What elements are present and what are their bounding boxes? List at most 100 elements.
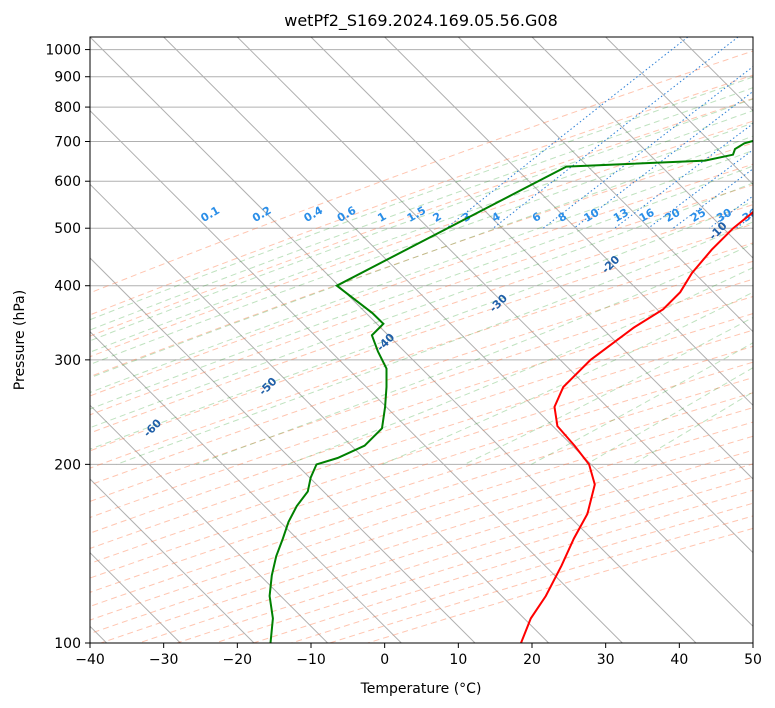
dry-adiabat-line (90, 260, 753, 486)
isotherm-label: -50 (256, 375, 279, 398)
moist-adiabat-line (90, 110, 753, 353)
x-tick-label: 30 (597, 652, 615, 668)
x-axis-label: Temperature (°C) (360, 681, 482, 697)
isotherm-line (163, 37, 753, 628)
mixing-ratio-label: 2 (431, 210, 444, 225)
dry-adiabat-line (90, 50, 753, 294)
chart-title: wetPf2_S169.2024.169.05.56.G08 (284, 11, 558, 31)
x-tick-label: −10 (296, 652, 326, 668)
moist-adiabat-line (90, 122, 753, 366)
dry-adiabat-line (90, 313, 753, 534)
mixing-ratio-label: 13 (611, 206, 631, 225)
isotherm-line (90, 37, 697, 643)
isotherm-label: -10 (706, 219, 729, 242)
y-tick-label: 900 (54, 70, 81, 86)
y-tick-label: 300 (54, 353, 81, 369)
isotherm-line (90, 183, 550, 643)
dewpoint-profile-line (268, 139, 753, 643)
dry-adiabat-line (90, 407, 753, 621)
moist-adiabat-line (632, 391, 753, 465)
moist-adiabat-line (464, 316, 753, 465)
background-lines (90, 37, 753, 643)
x-tick-label: 20 (523, 652, 541, 668)
isotherm-line (752, 37, 753, 38)
y-tick-label: 100 (54, 636, 81, 652)
mixing-ratio-label: 1 (375, 210, 388, 225)
y-axis-label: Pressure (hPa) (12, 290, 28, 390)
dry-adiabat-line (90, 204, 753, 434)
dry-adiabat-line (367, 527, 753, 643)
y-tick-label: 800 (54, 100, 81, 116)
isotherm-line (90, 330, 402, 643)
y-tick-label: 400 (54, 279, 81, 295)
mixing-ratio-label: 20 (663, 206, 683, 225)
plot-frame (89, 36, 754, 644)
dry-adiabat-line (90, 278, 753, 502)
moist-adiabat-line (287, 267, 753, 465)
isotherm-line (310, 37, 753, 480)
moist-adiabat-line (90, 98, 753, 342)
mixing-ratio-label: 0.4 (302, 204, 326, 225)
isotherm-line (90, 478, 255, 643)
x-tick-label: 40 (670, 652, 688, 668)
y-tick-label: 500 (54, 221, 81, 237)
dry-adiabat-line (215, 476, 753, 643)
mixing-ratio-label: 0.2 (250, 204, 273, 225)
isotherm-line (236, 37, 753, 554)
mixing-ratio-line (542, 65, 753, 229)
x-tick-label: −30 (149, 652, 179, 668)
moist-adiabat-line (196, 243, 753, 465)
y-tick-label: 700 (54, 134, 81, 150)
moist-adiabat-line (90, 87, 753, 331)
isotherm-line (90, 257, 476, 643)
y-tick-label: 200 (54, 457, 81, 473)
dry-adiabat-line (291, 502, 753, 643)
mixing-ratio-line (672, 168, 753, 229)
x-tick-label: 0 (380, 652, 389, 668)
mixing-ratio-line (445, 37, 689, 229)
mixing-ratio-labels: 0.1 0.2 0.4 0.6 1 1.5 2 3 4 6 8 10 13 16 20 25 30 36 (199, 204, 753, 225)
isotherm-label: -30 (487, 291, 510, 314)
moist-adiabat-line (381, 291, 753, 465)
isotherm-line (90, 109, 623, 643)
dry-adiabat-line (90, 74, 753, 316)
y-tick-label: 1000 (45, 43, 81, 59)
dry-adiabat-line (90, 97, 753, 337)
isotherm-label: -70 (27, 457, 50, 480)
isotherm-line (531, 37, 753, 259)
dry-adiabat-line (90, 163, 753, 397)
y-tick-label: 600 (54, 174, 81, 190)
x-tick-label: 50 (744, 652, 762, 668)
x-axis-ticks: −40 −30 −20 −10 0 10 20 30 40 50 (75, 643, 762, 668)
isotherm-line (457, 37, 753, 333)
moist-adiabat-line (90, 149, 753, 394)
mixing-ratio-line (573, 90, 753, 229)
mixing-ratio-line (492, 37, 739, 229)
profile-lines (268, 139, 753, 643)
dry-adiabat-line (90, 361, 753, 579)
moist-adiabat-line (90, 165, 753, 410)
moist-adiabat-line (585, 367, 753, 465)
isotherm-line (605, 37, 753, 186)
moist-adiabat-line (116, 221, 753, 465)
dry-adiabat-line (90, 392, 753, 607)
isotherm-line (90, 404, 329, 643)
temperature-profile-line (520, 210, 753, 643)
mixing-ratio-label: 0.1 (199, 204, 222, 225)
x-tick-label: −20 (223, 652, 253, 668)
moist-adiabat-line (90, 182, 753, 429)
dry-adiabat-line (90, 142, 753, 378)
x-tick-label: 10 (449, 652, 467, 668)
isotherm-line (384, 37, 753, 407)
mixing-ratio-label: 1.5 (405, 204, 428, 225)
mixing-ratio-label: 8 (556, 210, 569, 225)
mixing-ratio-label: 16 (637, 206, 657, 225)
dry-adiabat-line (90, 120, 753, 358)
moist-adiabat-line (90, 76, 753, 321)
isotherm-line (678, 37, 753, 112)
dry-adiabat-line (90, 223, 753, 452)
mixing-ratio-label: 0.6 (335, 204, 359, 225)
mixing-ratio-label: 25 (688, 206, 708, 225)
mixing-ratio-label: 6 (530, 210, 543, 225)
